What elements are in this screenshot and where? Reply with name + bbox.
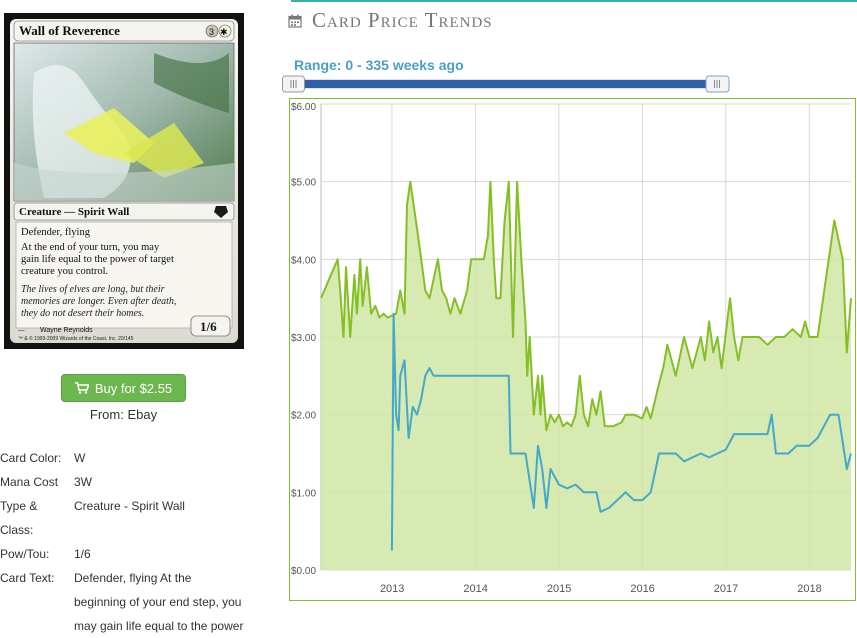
card-flavor-text: The lives of elves are long, but their m… bbox=[21, 284, 179, 319]
series-area-0 bbox=[321, 181, 851, 570]
x-tick-label: 2015 bbox=[547, 583, 571, 595]
price-chart: $0.00 $1.00 $2.00 $3.00 $4.00 $5.00 $6.00 2013… bbox=[289, 98, 856, 601]
card-name: Wall of Reverence bbox=[19, 23, 120, 38]
x-tick-label: 2017 bbox=[714, 583, 738, 595]
x-tick-label: 2013 bbox=[380, 583, 404, 595]
slider-range-fill bbox=[294, 80, 718, 88]
slider-handle-right[interactable] bbox=[705, 75, 730, 93]
calendar-icon bbox=[288, 14, 302, 28]
slider-handle-left[interactable] bbox=[282, 75, 305, 93]
y-tick-label: $5.00 bbox=[291, 178, 316, 189]
card-details: Card Color: W Mana Cost 3W Type & Class: Cr… bbox=[0, 446, 250, 638]
x-tick-label: 2014 bbox=[463, 583, 487, 595]
svg-text:Wayne Reynolds: Wayne Reynolds bbox=[40, 327, 93, 334]
buy-source: From: Ebay bbox=[89, 407, 158, 422]
card-type-line: Creature — Spirit Wall bbox=[19, 206, 129, 218]
card-artist: — bbox=[18, 327, 25, 334]
y-tick-label: $6.00 bbox=[291, 102, 316, 113]
detail-row-mana: Mana Cost 3W bbox=[0, 475, 92, 489]
y-tick-label: $2.00 bbox=[291, 411, 316, 422]
card-pt: 1/6 bbox=[200, 319, 217, 334]
y-tick-label: $4.00 bbox=[291, 255, 316, 266]
detail-row-type: Type & Class: Creature - Spirit Wall bbox=[0, 499, 185, 537]
card-image: Wall of Reverence 3 ✱ Creature — Spirit … bbox=[4, 13, 244, 349]
detail-row-text: Card Text: Defender, flying At the beginn… bbox=[0, 571, 244, 633]
series-line-0 bbox=[320, 180, 852, 432]
range-label: Range: 0 - 335 weeks ago bbox=[294, 57, 464, 73]
y-tick-label: $3.00 bbox=[291, 333, 316, 344]
cart-icon bbox=[74, 382, 89, 394]
x-tick-label: 2018 bbox=[797, 583, 821, 595]
series-line-1 bbox=[390, 312, 852, 551]
header-divider bbox=[291, 0, 857, 2]
card-rules-text: Defender, flying At the end of your turn… bbox=[21, 227, 177, 277]
trends-title: Card Price Trends bbox=[288, 8, 493, 33]
y-tick-label: $1.00 bbox=[291, 488, 316, 499]
x-tick-label: 2016 bbox=[630, 583, 654, 595]
mana-white-icon: ✱ bbox=[220, 27, 228, 37]
detail-row-color: Card Color: W bbox=[0, 451, 86, 465]
card-copyright: ™ & © 1993-2009 Wizards of the Coast, In… bbox=[18, 335, 134, 342]
detail-row-pt: Pow/Tou: 1/6 bbox=[0, 547, 91, 561]
range-slider[interactable] bbox=[282, 75, 730, 93]
buy-button-label: Buy for $2.55 bbox=[94, 380, 173, 396]
buy-button[interactable]: Buy for $2.55 bbox=[61, 374, 186, 402]
y-tick-label: $0.00 bbox=[291, 566, 316, 577]
mana-generic: 3 bbox=[209, 27, 214, 37]
